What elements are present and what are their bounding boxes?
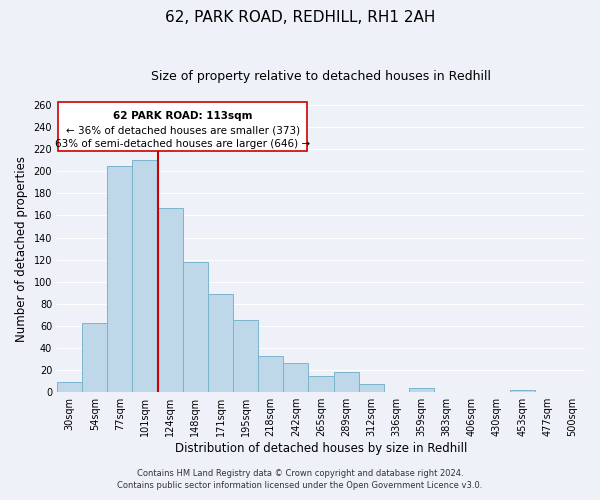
Bar [308, 376, 334, 392]
X-axis label: Distribution of detached houses by size in Redhill: Distribution of detached houses by size … [175, 442, 467, 455]
Text: 63% of semi-detached houses are larger (646) →: 63% of semi-detached houses are larger (… [55, 139, 310, 149]
Bar [509, 390, 535, 392]
Bar [183, 262, 208, 392]
Bar [359, 384, 384, 392]
Text: ← 36% of detached houses are smaller (373): ← 36% of detached houses are smaller (37… [65, 126, 300, 136]
Bar [82, 322, 107, 392]
FancyBboxPatch shape [58, 102, 307, 152]
Bar [208, 294, 233, 392]
Bar [57, 382, 82, 392]
Text: Contains HM Land Registry data © Crown copyright and database right 2024.
Contai: Contains HM Land Registry data © Crown c… [118, 468, 482, 490]
Title: Size of property relative to detached houses in Redhill: Size of property relative to detached ho… [151, 70, 491, 83]
Text: 62 PARK ROAD: 113sqm: 62 PARK ROAD: 113sqm [113, 110, 253, 120]
Bar [158, 208, 183, 392]
Bar [334, 372, 359, 392]
Bar [258, 356, 283, 392]
Text: 62, PARK ROAD, REDHILL, RH1 2AH: 62, PARK ROAD, REDHILL, RH1 2AH [165, 10, 435, 25]
Bar [133, 160, 158, 392]
Bar [233, 320, 258, 392]
Y-axis label: Number of detached properties: Number of detached properties [15, 156, 28, 342]
Bar [107, 166, 133, 392]
Bar [409, 388, 434, 392]
Bar [283, 364, 308, 392]
